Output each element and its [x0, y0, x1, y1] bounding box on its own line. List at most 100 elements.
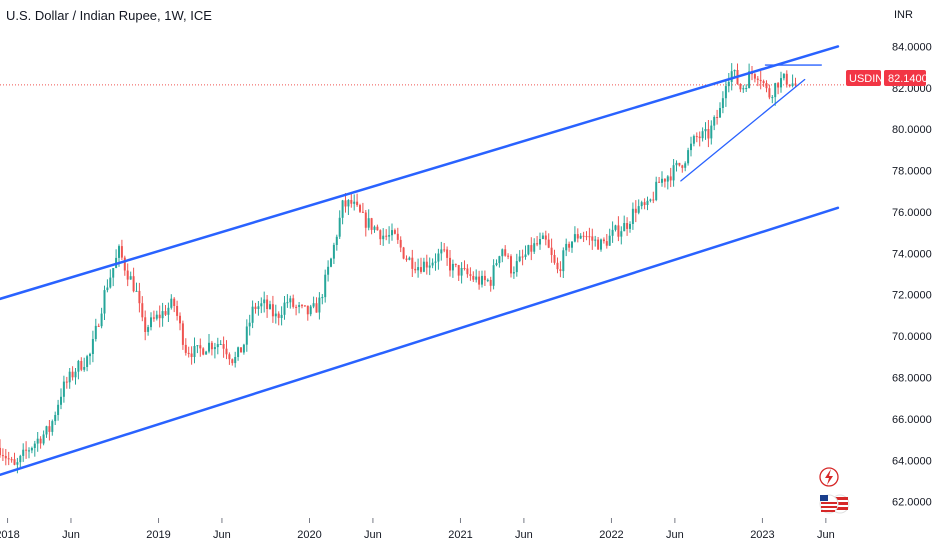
candle-body [742, 88, 745, 90]
x-tick-label: Jun [213, 529, 231, 541]
candle-body [478, 276, 481, 285]
candle-body [559, 269, 562, 271]
candle-body [71, 371, 74, 378]
candle-body [690, 143, 692, 151]
candle-body [306, 305, 309, 315]
candle-body [242, 344, 245, 353]
x-tick-label: Jun [62, 529, 80, 541]
candle-body [588, 236, 591, 238]
candle-body [25, 449, 28, 451]
candle-body [367, 218, 370, 228]
candle-body [649, 199, 652, 201]
candle-body [158, 314, 161, 319]
candle-body [521, 256, 524, 258]
candle-body [748, 71, 751, 88]
price-badge-text: 82.1400 [888, 73, 928, 85]
candle-body [724, 86, 727, 99]
candle-body [228, 354, 231, 360]
candle-body [594, 239, 597, 241]
candle-body [210, 342, 213, 350]
candle-body [330, 258, 332, 267]
candle-body [469, 274, 472, 276]
candle-body [39, 438, 42, 444]
candle-body [539, 239, 541, 245]
candle-body [42, 434, 45, 444]
candle-body [179, 315, 181, 324]
y-tick-label: 64.0000 [892, 455, 932, 467]
candles-group [0, 63, 797, 474]
candle-body [222, 344, 225, 349]
lightning-icon[interactable] [819, 467, 839, 487]
candle-body [62, 381, 65, 397]
candle-body [730, 71, 733, 82]
y-tick-label: 76.0000 [892, 207, 932, 219]
candle-body [4, 456, 7, 459]
currency-label: INR [894, 9, 913, 21]
candle-body [417, 267, 420, 271]
candle-body [89, 353, 91, 357]
candle-body [234, 357, 237, 364]
candle-body [399, 239, 402, 248]
candle-body [33, 443, 36, 448]
candle-body [309, 306, 312, 315]
candle-body [475, 276, 478, 280]
candle-body [181, 323, 184, 345]
candle-body [515, 261, 518, 273]
candle-body [382, 235, 385, 240]
channel-upper-line[interactable] [0, 45, 840, 301]
price-badge: USDINR 82.1400 [846, 70, 928, 86]
y-tick-label: 68.0000 [892, 373, 932, 385]
candle-body [669, 176, 672, 181]
candle-body [422, 261, 425, 272]
candle-body [687, 150, 690, 164]
chart-title: U.S. Dollar / Indian Rupee, 1W, ICE [6, 8, 212, 23]
candle-body [80, 361, 83, 370]
candle-body [74, 371, 77, 378]
candle-body [126, 270, 129, 280]
y-tick-label: 70.0000 [892, 331, 932, 343]
candle-body [129, 276, 132, 280]
candle-body [219, 344, 222, 345]
candle-body [510, 256, 512, 274]
candle-body [631, 208, 634, 224]
candle-body [164, 311, 167, 315]
candle-body [245, 326, 248, 345]
candle-body [771, 97, 774, 99]
candle-body [495, 263, 498, 266]
candle-body [388, 235, 391, 237]
candle-body [321, 297, 324, 299]
candle-body [350, 200, 353, 204]
candle-body [440, 249, 443, 254]
candle-body [504, 249, 507, 256]
candle-body [745, 88, 748, 89]
candle-body [292, 298, 295, 307]
candle-body [161, 311, 164, 319]
candle-body [391, 230, 393, 236]
candle-body [623, 223, 626, 232]
candle-body [721, 98, 724, 108]
candle-body [530, 245, 533, 252]
candle-body [123, 257, 126, 271]
y-tick-label: 84.0000 [892, 41, 932, 53]
candle-body [571, 241, 573, 248]
us-india-flags-icon[interactable] [819, 494, 850, 514]
candle-body [655, 181, 658, 200]
channel-lower-line[interactable] [0, 206, 840, 477]
candle-body [237, 347, 240, 357]
candle-body [1, 455, 4, 457]
candle-body [120, 246, 123, 258]
candle-body [431, 262, 434, 266]
candle-body [637, 206, 640, 213]
candle-body [428, 265, 431, 268]
candle-body [141, 303, 144, 318]
candle-body [681, 165, 684, 168]
candle-body [634, 208, 637, 213]
candle-body [353, 201, 356, 204]
candle-body [756, 78, 759, 80]
x-tick-label: Jun [666, 529, 684, 541]
triangle-bottom-line[interactable] [680, 78, 806, 182]
candle-body [68, 371, 71, 383]
candle-body [257, 306, 260, 309]
candle-body [733, 70, 736, 72]
